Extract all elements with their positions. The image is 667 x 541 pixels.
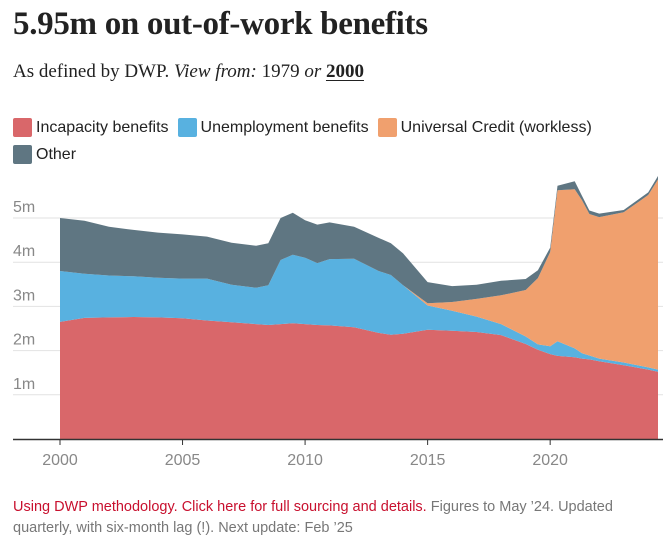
- legend-label: Universal Credit (workless): [400, 119, 592, 136]
- chart-footer: Using DWP methodology. Click here for fu…: [13, 497, 658, 539]
- legend-swatch: [13, 145, 32, 164]
- legend-item-universal-credit: Universal Credit (workless): [377, 114, 592, 141]
- x-tick-label: 2005: [165, 452, 201, 469]
- view-from-label: View from:: [173, 61, 257, 82]
- axes: 1m 2m 3m 4m 5m 2000 2005 2010 2015 2020: [13, 199, 663, 469]
- x-tick-label: 2000: [42, 452, 78, 469]
- unemployment-area: [60, 254, 658, 372]
- chart-legend: Incapacity benefits Unemployment benefit…: [13, 114, 663, 168]
- legend-item-unemployment: Unemployment benefits: [177, 114, 369, 141]
- view-option-1979[interactable]: 1979: [261, 61, 300, 82]
- other-area: [60, 176, 658, 304]
- legend-label: Incapacity benefits: [36, 119, 169, 136]
- x-tick-label: 2015: [410, 452, 446, 469]
- view-or-label: or: [304, 61, 322, 82]
- y-tick-label: 1m: [13, 376, 35, 393]
- chart-subtitle: As defined by DWP. View from: 1979 or 20…: [13, 61, 364, 83]
- legend-label: Other: [36, 146, 77, 163]
- y-tick-label: 5m: [13, 199, 35, 216]
- legend-swatch: [377, 118, 397, 137]
- x-tick-label: 2010: [287, 452, 323, 469]
- sourcing-link[interactable]: Using DWP methodology. Click here for fu…: [13, 499, 427, 515]
- area-series: [60, 176, 658, 439]
- legend-swatch: [13, 118, 32, 137]
- subtitle-prefix: As defined by DWP.: [13, 61, 170, 82]
- view-option-2000[interactable]: 2000: [325, 61, 364, 82]
- y-tick-label: 2m: [13, 332, 35, 349]
- y-tick-label: 3m: [13, 287, 35, 304]
- x-tick-label: 2020: [532, 452, 568, 469]
- incapacity-area: [60, 317, 658, 439]
- y-tick-label: 4m: [13, 243, 35, 260]
- stacked-area-chart: 1m 2m 3m 4m 5m 2000 2005 2010 2015 2020: [13, 176, 663, 469]
- legend-item-incapacity: Incapacity benefits: [13, 114, 169, 141]
- legend-swatch: [177, 118, 197, 137]
- legend-item-other: Other: [13, 141, 76, 168]
- legend-label: Unemployment benefits: [200, 119, 369, 136]
- footer-note: Figures to May ’24. Updated quarterly, w…: [13, 499, 613, 536]
- chart-title: 5.95m on out-of-work benefits: [13, 6, 428, 42]
- universal-credit-area: [60, 179, 658, 370]
